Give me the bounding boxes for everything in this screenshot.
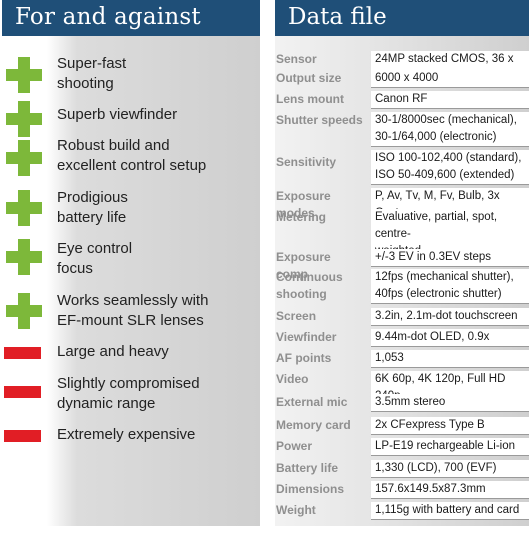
minus-icon [4,386,41,398]
plus-icon [6,57,42,93]
data-file-table: Sensor 24MP stacked CMOS, 36 x 24mm Outp… [275,36,529,526]
plus-icon [6,239,42,275]
data-file-title: Data file [275,0,529,36]
for-and-against-panel: For and against Super-fast shooting Supe… [0,0,260,541]
minus-icon [4,430,41,442]
plus-icon [6,140,42,176]
plus-icon [6,190,42,226]
for-and-against-title: For and against [2,0,260,36]
plus-icon [6,101,42,137]
for-and-against-list: Super-fast shooting Superb viewfinder Ro… [2,36,260,526]
minus-icon [4,347,41,359]
plus-icon [6,293,42,329]
data-file-panel: Data file Sensor 24MP stacked CMOS, 36 x… [275,0,529,541]
